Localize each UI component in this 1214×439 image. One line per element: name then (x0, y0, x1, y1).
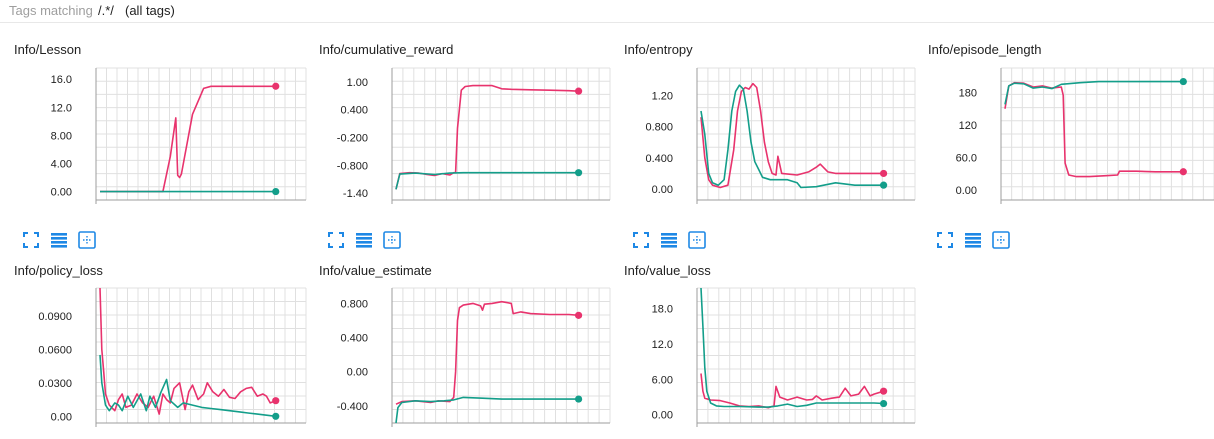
y-tick-label: -0.200 (337, 132, 368, 144)
tag-filter-hint: (all tags) (125, 3, 175, 18)
y-tick-label: 0.800 (645, 122, 673, 134)
series-last-point[interactable] (574, 169, 583, 177)
data-table-icon[interactable] (963, 230, 983, 250)
series-line (700, 84, 884, 189)
y-tick-label: 0.00 (51, 411, 72, 423)
tag-filter-label: Tags matching (9, 3, 93, 18)
fit-domain-icon[interactable] (687, 230, 707, 250)
series-last-point[interactable] (879, 387, 888, 395)
y-tick-label: 0.00 (347, 367, 368, 379)
y-tick-label: -0.800 (337, 160, 368, 172)
y-tick-label: 6.00 (652, 374, 673, 386)
y-tick-label: 12.0 (652, 339, 673, 351)
y-tick-label: 16.0 (51, 74, 72, 86)
y-tick-label: 180 (959, 87, 977, 99)
y-tick-label: 12.0 (51, 102, 72, 114)
y-tick-label: 0.00 (51, 187, 72, 199)
series-last-point[interactable] (272, 397, 280, 405)
series-last-point[interactable] (879, 169, 888, 178)
y-tick-label: 1.20 (652, 90, 673, 102)
y-tick-label: 0.400 (340, 333, 368, 345)
series-last-point[interactable] (1179, 77, 1187, 86)
y-tick-label: -0.400 (337, 401, 368, 413)
y-tick-label: 0.00 (652, 410, 673, 422)
series-last-point[interactable] (272, 412, 280, 420)
fit-domain-icon[interactable] (77, 230, 97, 250)
series-line (700, 373, 884, 409)
series-line (700, 287, 884, 408)
series-line (395, 396, 579, 424)
fullscreen-icon[interactable] (21, 230, 41, 250)
y-tick-label: 60.0 (956, 153, 977, 165)
y-tick-label: 0.0600 (38, 344, 72, 356)
y-tick-label: -1.40 (343, 188, 368, 200)
data-table-icon[interactable] (659, 230, 679, 250)
series-last-point[interactable] (879, 399, 888, 408)
y-tick-label: 120 (959, 120, 977, 132)
data-table-icon[interactable] (49, 230, 69, 250)
fullscreen-icon[interactable] (935, 230, 955, 250)
series-last-point[interactable] (574, 87, 583, 95)
series-last-point[interactable] (574, 311, 583, 319)
y-tick-label: 0.800 (340, 298, 368, 310)
series-line (100, 85, 276, 193)
y-tick-label: 4.00 (51, 158, 72, 170)
y-tick-label: 0.00 (652, 184, 673, 196)
y-tick-label: 0.400 (645, 153, 673, 165)
data-table-icon[interactable] (354, 230, 374, 250)
tag-filter-bar[interactable]: Tags matching /.*/ (all tags) (0, 0, 1214, 23)
y-tick-label: 0.00 (956, 185, 977, 197)
y-tick-label: 0.400 (340, 105, 368, 117)
fullscreen-icon[interactable] (326, 230, 346, 250)
series-last-point[interactable] (879, 181, 888, 189)
y-tick-label: 18.0 (652, 304, 673, 316)
fit-domain-icon[interactable] (991, 230, 1011, 250)
series-line (1004, 80, 1184, 105)
y-tick-label: 0.0900 (38, 311, 72, 323)
y-tick-label: 0.0300 (38, 378, 72, 390)
tag-filter-pattern[interactable]: /.*/ (98, 3, 114, 18)
fullscreen-icon[interactable] (631, 230, 651, 250)
series-last-point[interactable] (272, 82, 280, 90)
y-tick-label: 8.00 (51, 130, 72, 142)
series-line (700, 82, 884, 189)
fit-domain-icon[interactable] (382, 230, 402, 250)
series-last-point[interactable] (1179, 168, 1187, 176)
series-line (99, 287, 277, 415)
y-tick-label: 1.00 (347, 77, 368, 89)
series-line (99, 354, 276, 418)
series-last-point[interactable] (272, 187, 280, 196)
series-line (395, 171, 579, 190)
series-last-point[interactable] (574, 395, 583, 403)
